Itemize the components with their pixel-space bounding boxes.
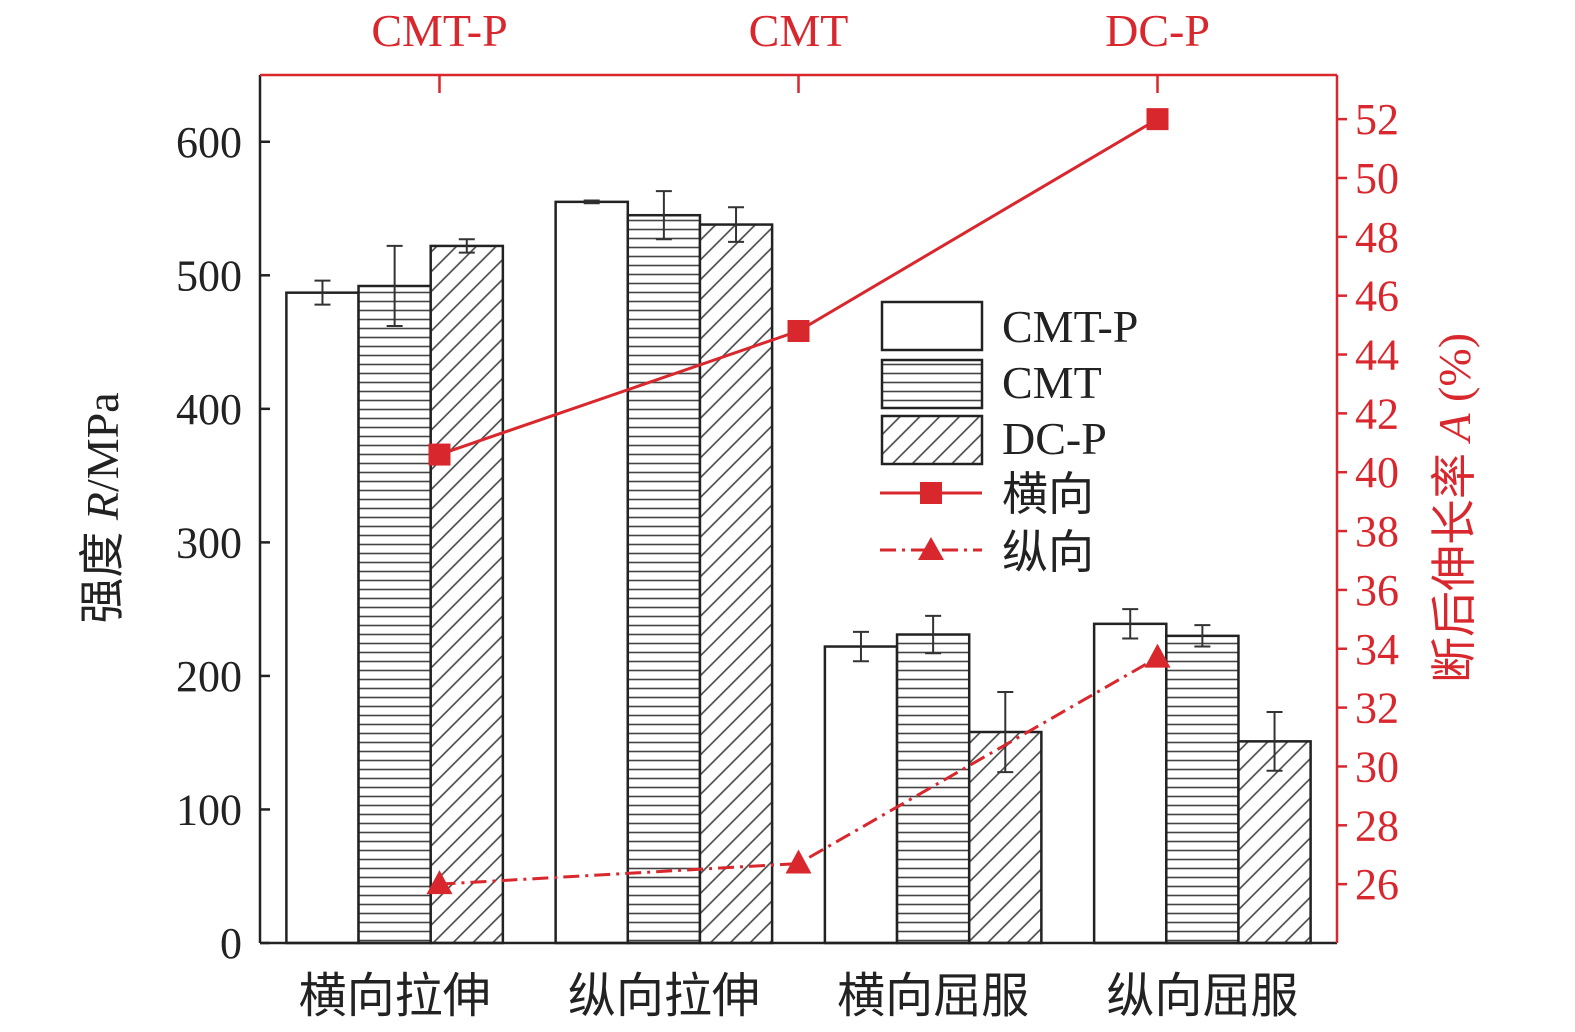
y2-tick-label-5: 36 [1355,566,1399,615]
top-tick-label-cmt-p: CMT-P [371,5,507,56]
bar-cmt-p-0 [285,291,360,945]
x-tick-label-2: 横向屈服 [837,970,1029,1023]
x-tick-label-1: 纵向拉伸 [568,970,760,1023]
y-tick-label-1: 100 [176,785,242,834]
bar-dc-p-3 [1237,740,1312,945]
top-tick-label-dc-p: DC-P [1105,5,1210,56]
y-tick-label-2: 200 [176,652,242,701]
x-tick-label-0: 横向拉伸 [299,970,491,1023]
marker-triangle-1 [785,849,812,874]
bar-cmt-p-3 [1092,622,1168,945]
y2-tick-label-8: 42 [1355,389,1399,438]
y-tick-label-6: 600 [176,118,242,167]
legend-marker-triangle [918,537,944,560]
y2-tick-label-6: 38 [1355,507,1399,556]
y-tick-label-4: 400 [176,385,242,434]
marker-square-0 [428,443,451,466]
legend-label-cmt-p: CMT-P [1002,301,1138,352]
y2-tick-label-10: 46 [1355,272,1399,321]
error-bars-layer [314,190,1283,774]
legend-marker-square [920,482,942,504]
bar-cmt-2 [895,633,971,945]
legend-label-dc-p: DC-P [1002,413,1107,464]
y2-tick-label-2: 30 [1355,742,1399,791]
y2-tick-label-1: 28 [1355,801,1399,850]
y2-tick-label-12: 50 [1355,154,1399,203]
x-tick-label-3: 纵向屈服 [1106,970,1298,1023]
y2-tick-label-13: 52 [1355,95,1399,144]
top-tick-label-cmt: CMT [749,5,849,56]
y2-tick-label-4: 34 [1355,625,1399,674]
y2-tick-label-0: 26 [1355,860,1399,909]
y2-tick-label-7: 40 [1355,448,1399,497]
marker-triangle-2 [1144,643,1171,668]
y-tick-label-0: 0 [220,919,242,968]
marker-triangle-0 [426,870,453,895]
y2-axis-title: 断后伸长率 A (%) [1429,333,1480,683]
ticks-layer: 横向拉伸 纵向拉伸 横向屈服 纵向屈服 0 100 200 300 400 500 600 26 28 3… [176,5,1399,1023]
marker-square-1 [787,319,810,342]
bar-cmt-p-1 [554,200,630,945]
bar-cmt-p-2 [823,645,899,945]
y-axis-title: 强度 R/MPa [77,392,128,623]
bars-layer [285,200,1312,945]
y2-tick-label-3: 32 [1355,684,1399,733]
legend-swatch-cmt [880,358,984,410]
y-tick-label-3: 300 [176,518,242,567]
bar-dc-p-1 [698,223,774,945]
bar-cmt-3 [1165,634,1240,945]
legend: CMT-P CMT DC-P 横向 纵向 [880,300,1138,578]
legend-swatch-cmt-p [880,300,984,352]
legend-label-cmt: CMT [1002,357,1102,408]
y-tick-label-5: 500 [176,251,242,300]
y2-tick-label-9: 44 [1355,331,1399,380]
y2-tick-label-11: 48 [1355,213,1399,262]
bar-cmt-1 [626,213,702,945]
bar-cmt-0 [357,284,432,945]
marker-square-2 [1146,108,1169,131]
bar-dc-p-0 [429,244,505,945]
legend-label-transverse: 横向 [1002,469,1094,520]
line-series-1 [439,656,1159,886]
legend-swatch-dc-p [880,414,984,466]
elongation-lines-layer [426,108,1171,895]
legend-label-longitudinal: 纵向 [1002,527,1094,578]
